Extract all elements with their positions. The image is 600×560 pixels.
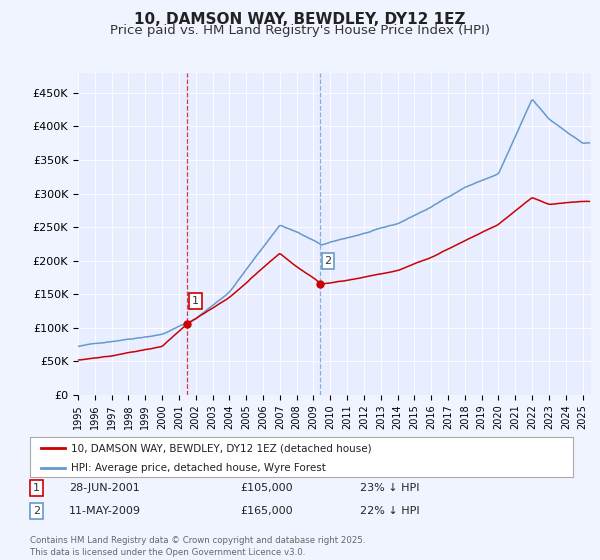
Text: 11-MAY-2009: 11-MAY-2009 [69,506,141,516]
Text: HPI: Average price, detached house, Wyre Forest: HPI: Average price, detached house, Wyre… [71,463,326,473]
Text: Price paid vs. HM Land Registry's House Price Index (HPI): Price paid vs. HM Land Registry's House … [110,24,490,37]
Text: 1: 1 [33,483,40,493]
Text: £105,000: £105,000 [240,483,293,493]
Text: 2: 2 [33,506,40,516]
Text: 2: 2 [325,256,332,266]
Text: £165,000: £165,000 [240,506,293,516]
Text: 1: 1 [192,296,199,306]
Text: 28-JUN-2001: 28-JUN-2001 [69,483,140,493]
Text: 22% ↓ HPI: 22% ↓ HPI [360,506,419,516]
Text: 10, DAMSON WAY, BEWDLEY, DY12 1EZ (detached house): 10, DAMSON WAY, BEWDLEY, DY12 1EZ (detac… [71,443,371,453]
Text: Contains HM Land Registry data © Crown copyright and database right 2025.
This d: Contains HM Land Registry data © Crown c… [30,536,365,557]
Text: 10, DAMSON WAY, BEWDLEY, DY12 1EZ: 10, DAMSON WAY, BEWDLEY, DY12 1EZ [134,12,466,27]
Text: 23% ↓ HPI: 23% ↓ HPI [360,483,419,493]
